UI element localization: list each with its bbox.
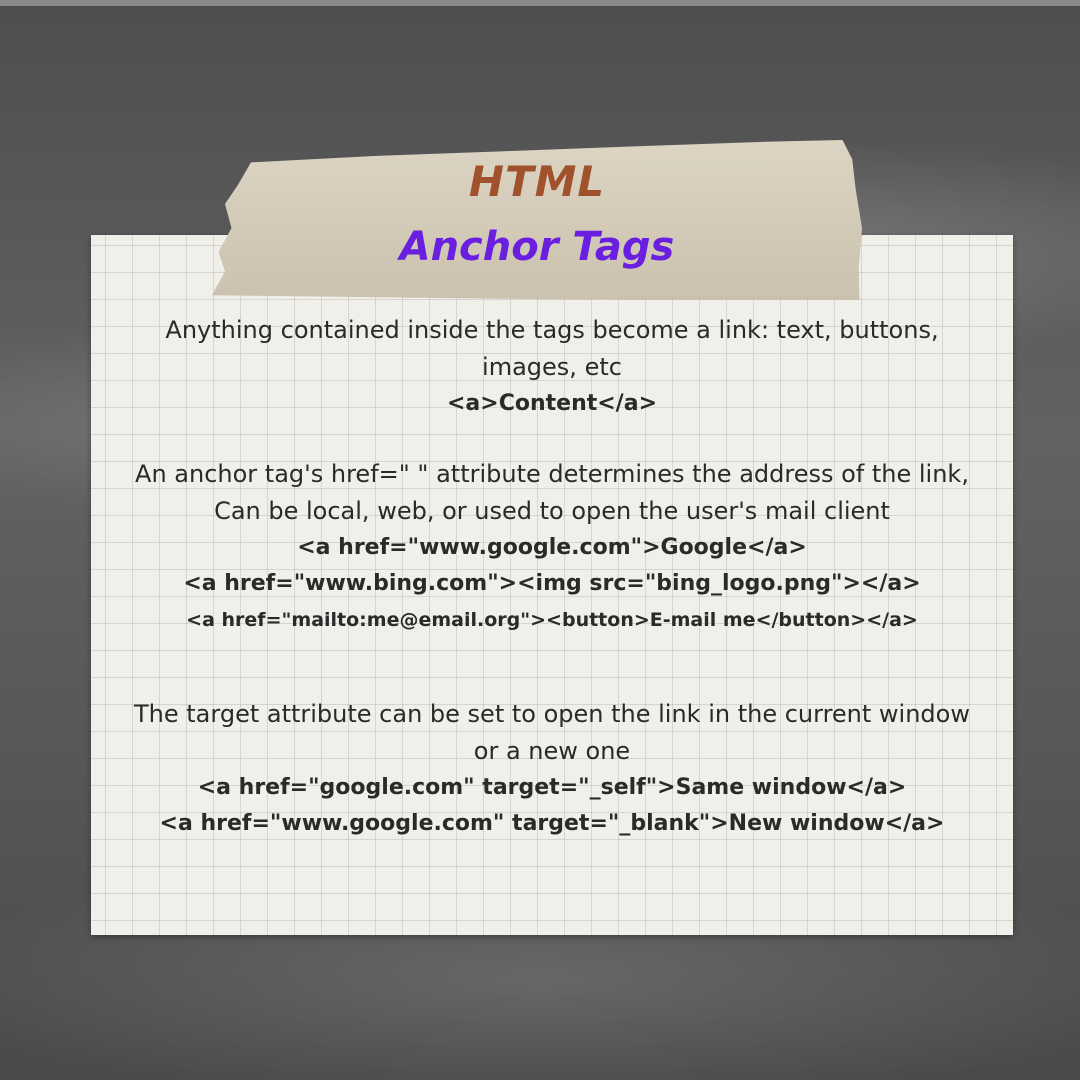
section-href-attribute: An anchor tag's href=" " attribute deter…: [91, 456, 1013, 638]
background-top-edge: [0, 0, 1080, 6]
section-target-attribute: The target attribute can be set to open …: [91, 696, 1013, 842]
grid-paper-card: [91, 235, 1013, 935]
section-text: Anything contained inside the tags becom…: [165, 316, 939, 381]
section-text: An anchor tag's href=" " attribute deter…: [135, 460, 969, 525]
masking-tape-shade: [212, 140, 862, 300]
code-example: <a href="mailto:me@email.org"><button>E-…: [186, 609, 918, 631]
code-example: <a href="www.bing.com"><img src="bing_lo…: [183, 571, 921, 596]
code-example: <a href="www.google.com" target="_blank"…: [159, 811, 945, 836]
masking-tape: [212, 140, 862, 300]
page-title: HTML: [468, 157, 606, 206]
code-example: <a href="google.com" target="_self">Same…: [197, 775, 907, 800]
card-content: Anything contained inside the tags becom…: [91, 312, 1013, 842]
code-example: <a>Content</a>: [447, 391, 657, 416]
spacer: [91, 422, 1013, 456]
section-text: The target attribute can be set to open …: [134, 700, 970, 765]
page-subtitle: Anchor Tags: [399, 224, 675, 270]
spacer: [91, 638, 1013, 696]
section-content-links: Anything contained inside the tags becom…: [91, 312, 1013, 422]
code-example: <a href="www.google.com">Google</a>: [297, 535, 807, 560]
